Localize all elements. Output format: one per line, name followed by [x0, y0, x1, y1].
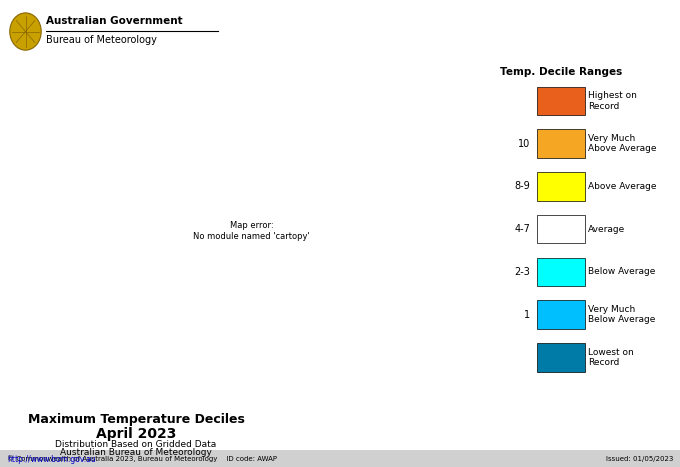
Text: 1: 1 [524, 310, 530, 319]
Text: Australian Government: Australian Government [46, 16, 183, 26]
Text: Temp. Decile Ranges: Temp. Decile Ranges [500, 67, 622, 78]
Text: Above Average: Above Average [588, 182, 657, 191]
FancyBboxPatch shape [537, 172, 585, 201]
Text: Lowest on
Record: Lowest on Record [588, 347, 634, 367]
FancyBboxPatch shape [537, 87, 585, 115]
FancyBboxPatch shape [537, 129, 585, 158]
FancyBboxPatch shape [537, 258, 585, 286]
FancyBboxPatch shape [537, 215, 585, 243]
Text: Below Average: Below Average [588, 268, 656, 276]
Text: Highest on
Record: Highest on Record [588, 92, 637, 111]
Text: Australian Bureau of Meteorology: Australian Bureau of Meteorology [60, 448, 212, 457]
Text: Average: Average [588, 225, 626, 234]
Text: 2-3: 2-3 [515, 267, 530, 277]
Text: Bureau of Meteorology: Bureau of Meteorology [46, 35, 157, 45]
Text: Very Much
Above Average: Very Much Above Average [588, 134, 657, 154]
Text: Map error:
No module named 'cartopy': Map error: No module named 'cartopy' [193, 221, 310, 241]
Text: 8-9: 8-9 [515, 182, 530, 191]
Text: Maximum Temperature Deciles: Maximum Temperature Deciles [28, 413, 244, 426]
Text: April 2023: April 2023 [96, 427, 176, 441]
Text: Issued: 01/05/2023: Issued: 01/05/2023 [606, 456, 673, 461]
Text: 4-7: 4-7 [515, 224, 530, 234]
Text: 10: 10 [518, 139, 530, 149]
Text: Very Much
Below Average: Very Much Below Average [588, 305, 656, 324]
Text: Distribution Based on Gridded Data: Distribution Based on Gridded Data [55, 440, 217, 449]
Text: © Commonwealth of Australia 2023, Bureau of Meteorology    ID code: AWAP: © Commonwealth of Australia 2023, Bureau… [7, 455, 277, 462]
FancyBboxPatch shape [537, 343, 585, 372]
Circle shape [10, 13, 41, 50]
Text: http://www.bom.gov.au: http://www.bom.gov.au [7, 455, 96, 464]
FancyBboxPatch shape [537, 300, 585, 329]
